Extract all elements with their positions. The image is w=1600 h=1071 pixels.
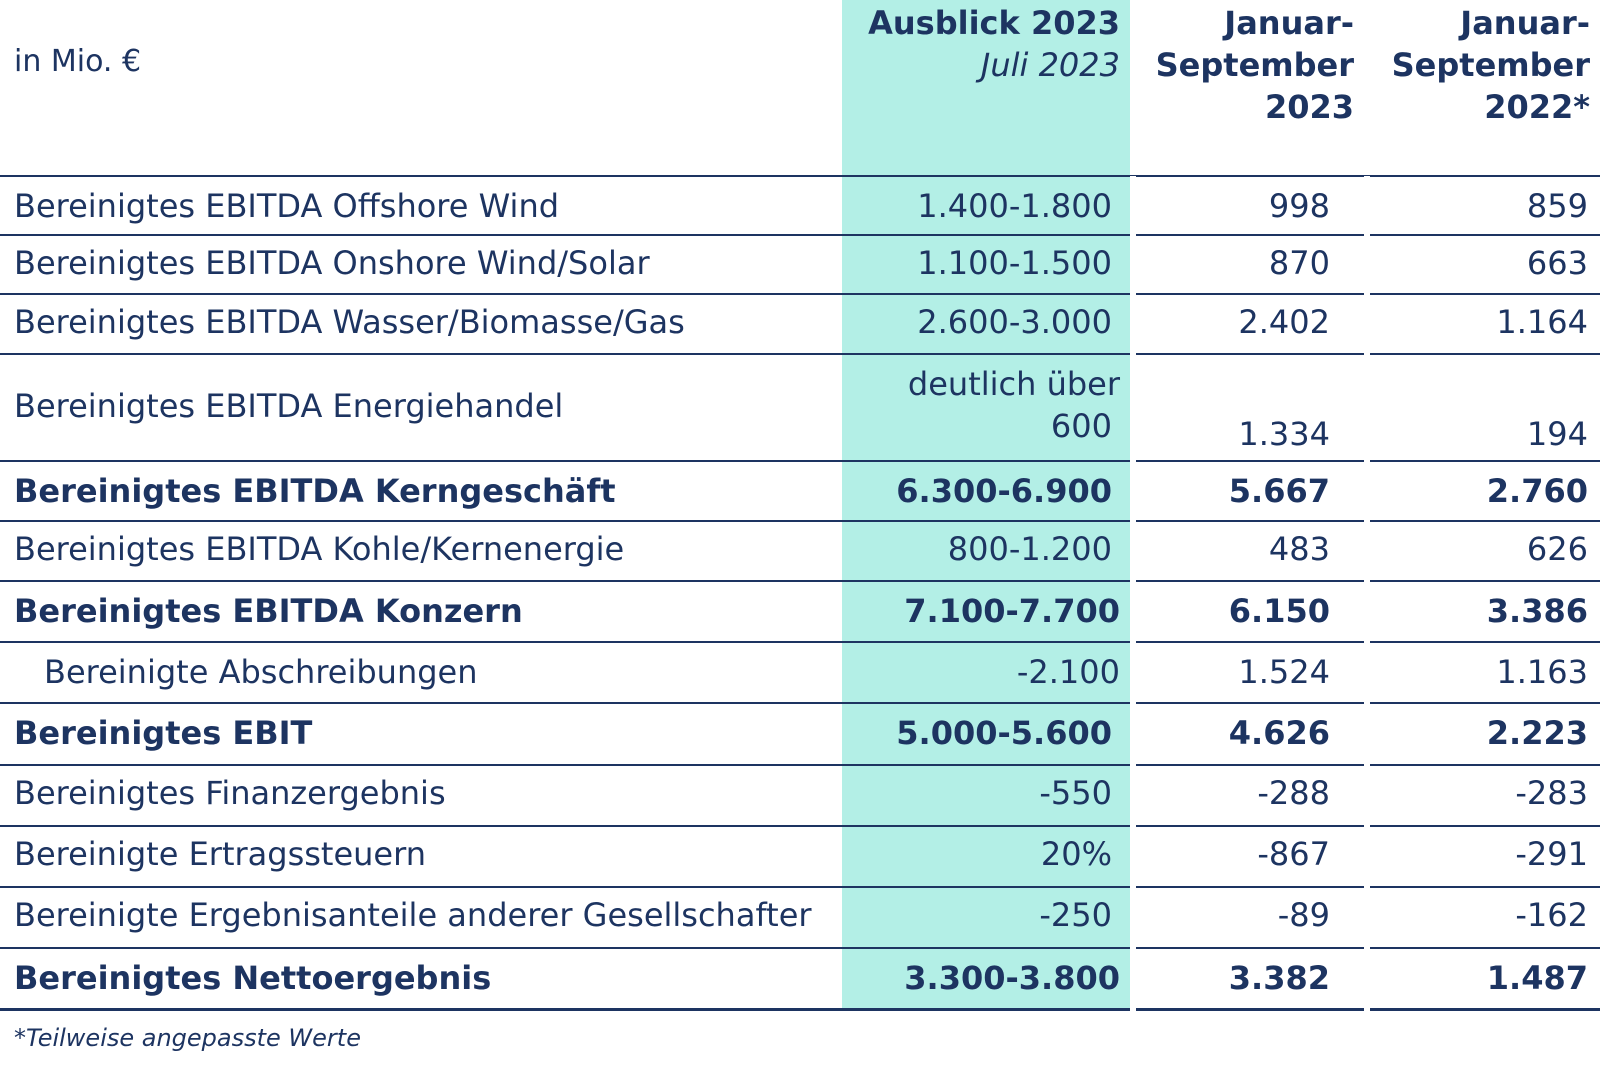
header-outlook-title: Ausblick 2023 bbox=[868, 4, 1120, 42]
column-gap bbox=[1364, 176, 1370, 1011]
outlook-value: -250 bbox=[1039, 896, 1112, 934]
row-label: Bereinigtes Nettoergebnis bbox=[14, 959, 492, 997]
ytd-2022-value: -283 bbox=[1515, 774, 1588, 812]
row-label: Bereinigtes EBITDA Kerngeschäft bbox=[14, 472, 616, 510]
outlook-value: 1.100-1.500 bbox=[917, 244, 1112, 282]
outlook-value: -2.100 bbox=[1016, 653, 1120, 691]
header-jan-sep-2023: Januar- September 2023 bbox=[1136, 2, 1354, 128]
ytd-2022-value: 1.164 bbox=[1496, 303, 1588, 341]
header-line: 2023 bbox=[1264, 88, 1354, 126]
footnote: *Teilweise angepasste Werte bbox=[14, 1024, 361, 1052]
ytd-2022-value: 663 bbox=[1526, 244, 1588, 282]
outlook-value: 6.300-6.900 bbox=[896, 472, 1112, 510]
unit-label: in Mio. € bbox=[14, 44, 142, 79]
ytd-2023-value: 870 bbox=[1268, 244, 1330, 282]
ytd-2023-value: 1.524 bbox=[1238, 653, 1330, 691]
outlook-value: 5.000-5.600 bbox=[896, 714, 1112, 752]
header-line: September bbox=[1155, 46, 1354, 84]
row-label: Bereinigtes EBITDA Kohle/Kernenergie bbox=[14, 530, 625, 568]
outlook-value-line1: deutlich über bbox=[907, 365, 1120, 403]
ytd-2022-value: -291 bbox=[1515, 835, 1588, 873]
ytd-2023-value: 2.402 bbox=[1238, 303, 1330, 341]
outlook-value: 1.400-1.800 bbox=[917, 187, 1112, 225]
table-row: Bereinigte Ertragssteuern 20% -867 -291 bbox=[0, 827, 1600, 888]
row-label: Bereinigtes EBITDA Offshore Wind bbox=[14, 187, 560, 225]
ytd-2023-value: 483 bbox=[1268, 530, 1330, 568]
row-label: Bereinigtes EBITDA Onshore Wind/Solar bbox=[14, 244, 650, 282]
ytd-2022-value: 1.163 bbox=[1496, 653, 1588, 691]
ytd-2023-value: -288 bbox=[1257, 774, 1330, 812]
row-label: Bereinigte Ergebnisanteile anderer Gesel… bbox=[14, 896, 812, 934]
table-row: Bereinigtes Nettoergebnis 3.300-3.800 3.… bbox=[0, 949, 1600, 1011]
header-line: September bbox=[1391, 46, 1590, 84]
table-row: Bereinigte Abschreibungen -2.100 1.524 1… bbox=[0, 643, 1600, 704]
table-row: Bereinigtes EBIT 5.000-5.600 4.626 2.223 bbox=[0, 704, 1600, 766]
table-row: Bereinigtes EBITDA Wasser/Biomasse/Gas 2… bbox=[0, 295, 1600, 355]
ytd-2023-value: -867 bbox=[1257, 835, 1330, 873]
outlook-value: 800-1.200 bbox=[947, 530, 1112, 568]
outlook-value: -550 bbox=[1039, 774, 1112, 812]
header-line: 2022* bbox=[1484, 88, 1590, 126]
column-gap bbox=[1130, 176, 1136, 1011]
ytd-2022-value: 2.760 bbox=[1486, 472, 1588, 510]
header-outlook-subtitle: Juli 2023 bbox=[980, 46, 1120, 84]
ytd-2022-value: 194 bbox=[1526, 415, 1588, 453]
table-row: Bereinigtes EBITDA Offshore Wind 1.400-1… bbox=[0, 175, 1600, 236]
outlook-value: 2.600-3.000 bbox=[917, 303, 1112, 341]
row-label: Bereinigtes Finanzergebnis bbox=[14, 774, 446, 812]
header-line: Januar- bbox=[1460, 4, 1590, 42]
row-label: Bereinigtes EBITDA Wasser/Biomasse/Gas bbox=[14, 303, 685, 341]
table-row: Bereinigtes EBITDA Konzern 7.100-7.700 6… bbox=[0, 582, 1600, 643]
row-label: Bereinigtes EBIT bbox=[14, 714, 313, 752]
outlook-column-highlight bbox=[842, 0, 1130, 1010]
outlook-value: 20% bbox=[1040, 835, 1112, 873]
ytd-2022-value: -162 bbox=[1515, 896, 1588, 934]
outlook-value: 7.100-7.700 bbox=[904, 592, 1120, 630]
ytd-2022-value: 3.386 bbox=[1486, 592, 1588, 630]
table-row: Bereinigtes EBITDA Kerngeschäft 6.300-6.… bbox=[0, 462, 1600, 522]
row-label: Bereinigtes EBITDA Konzern bbox=[14, 592, 523, 630]
ytd-2023-value: 5.667 bbox=[1228, 472, 1330, 510]
row-label: Bereinigte Abschreibungen bbox=[44, 653, 478, 691]
ytd-2022-value: 859 bbox=[1526, 187, 1588, 225]
table-row: Bereinigtes Finanzergebnis -550 -288 -28… bbox=[0, 766, 1600, 827]
ytd-2022-value: 1.487 bbox=[1486, 959, 1588, 997]
outlook-value: 3.300-3.800 bbox=[904, 959, 1120, 997]
table-row: Bereinigtes EBITDA Energiehandel deutlic… bbox=[0, 355, 1600, 462]
header-jan-sep-2022: Januar- September 2022* bbox=[1370, 2, 1590, 128]
ytd-2023-value: 1.334 bbox=[1238, 415, 1330, 453]
outlook-value-line2: 600 bbox=[1050, 407, 1112, 445]
table-row: Bereinigtes EBITDA Kohle/Kernenergie 800… bbox=[0, 522, 1600, 582]
ytd-2023-value: 3.382 bbox=[1228, 959, 1330, 997]
row-label: Bereinigte Ertragssteuern bbox=[14, 835, 426, 873]
ytd-2022-value: 2.223 bbox=[1486, 714, 1588, 752]
ytd-2023-value: 6.150 bbox=[1228, 592, 1330, 630]
table-row: Bereinigte Ergebnisanteile anderer Gesel… bbox=[0, 888, 1600, 949]
ytd-2022-value: 626 bbox=[1526, 530, 1588, 568]
header-outlook-2023: Ausblick 2023 Juli 2023 bbox=[842, 2, 1120, 86]
ytd-2023-value: 4.626 bbox=[1228, 714, 1330, 752]
ytd-2023-value: 998 bbox=[1268, 187, 1330, 225]
ytd-2023-value: -89 bbox=[1277, 896, 1330, 934]
table-row: Bereinigtes EBITDA Onshore Wind/Solar 1.… bbox=[0, 236, 1600, 295]
row-label: Bereinigtes EBITDA Energiehandel bbox=[14, 387, 564, 425]
header-line: Januar- bbox=[1224, 4, 1354, 42]
